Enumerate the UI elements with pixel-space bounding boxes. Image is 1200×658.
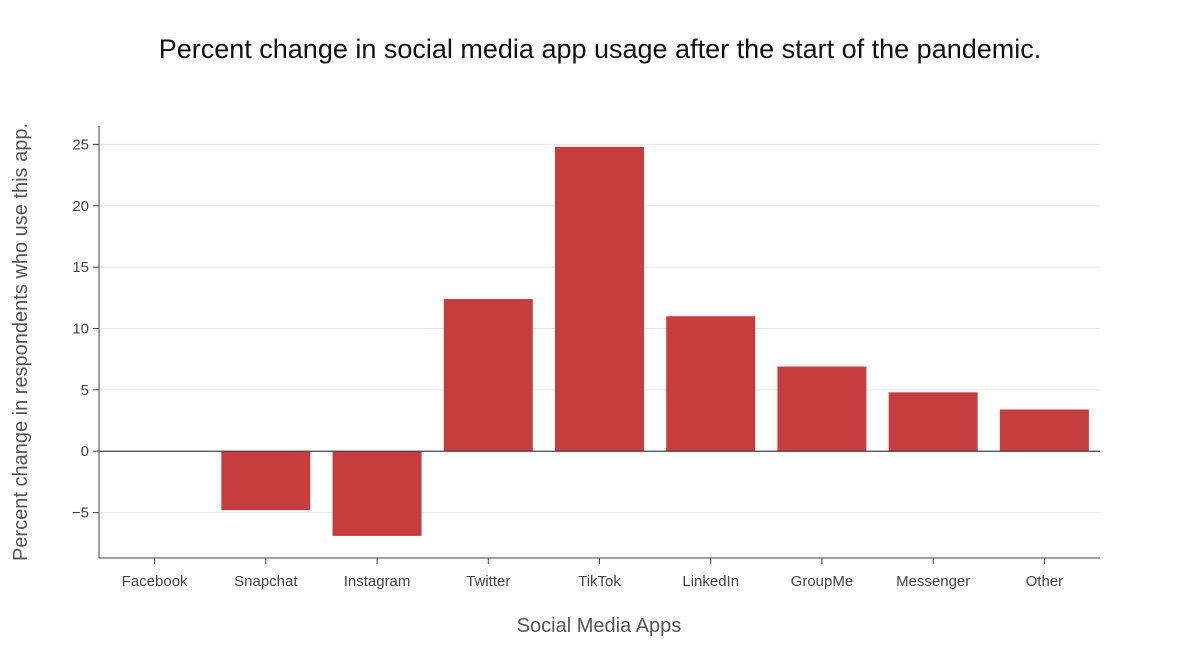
bar-messenger (888, 392, 978, 452)
bar-groupme (777, 366, 867, 452)
bar-snapchat (221, 451, 311, 511)
y-tick-label: 15 (72, 259, 89, 276)
x-tick-label: Snapchat (234, 573, 298, 590)
x-tick-label: LinkedIn (682, 573, 739, 590)
y-tick-label: −5 (72, 505, 89, 522)
y-tick-label: 10 (72, 321, 89, 338)
chart-title: Percent change in social media app usage… (158, 34, 1042, 64)
x-tick-label: Twitter (466, 573, 510, 590)
bars (221, 146, 1089, 536)
x-tick-label: GroupMe (791, 573, 854, 590)
bar-other (999, 409, 1089, 452)
y-axis-title: Percent change in respondents who use th… (10, 123, 32, 561)
x-tick-label: Instagram (344, 573, 411, 590)
bar-linkedin (666, 316, 756, 452)
axes (93, 126, 1100, 564)
tick-labels: −5 0 5 10 15 20 25 Facebook Snapchat Instagram Twi… (72, 136, 1063, 590)
x-tick-label: Other (1026, 573, 1064, 590)
y-tick-label: 5 (81, 382, 89, 399)
x-axis-title: Social Media Apps (517, 615, 682, 637)
x-tick-label: Facebook (122, 573, 188, 590)
y-tick-label: 0 (81, 443, 89, 460)
bar-tiktok (555, 146, 644, 452)
y-tick-label: 20 (72, 198, 89, 215)
x-tick-label: Messenger (896, 573, 970, 590)
x-tick-label: TikTok (578, 573, 621, 590)
bar-instagram (332, 451, 422, 536)
y-tick-label: 25 (72, 136, 89, 153)
bar-twitter (443, 299, 533, 452)
